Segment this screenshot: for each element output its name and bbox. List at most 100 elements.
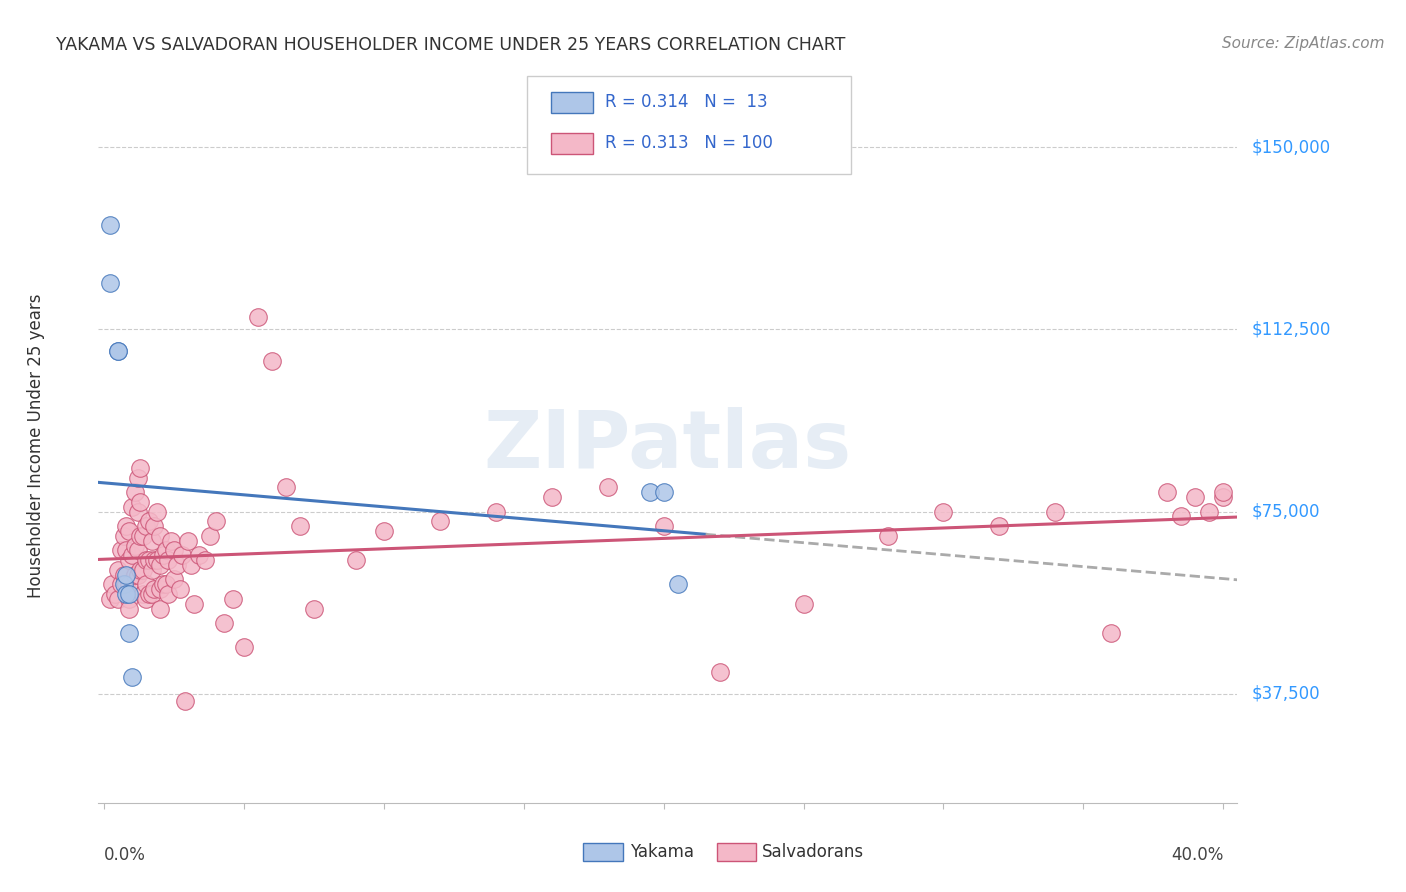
Point [129,563,152,577]
Point [160,533,183,548]
Point [1198,504,1220,518]
Point [200,529,222,543]
Point [107,344,129,359]
Point [1212,490,1234,504]
Point [101,577,124,591]
Point [157,553,180,567]
Point [118,591,141,606]
Point [107,344,129,359]
Text: YAKAMA VS SALVADORAN HOUSEHOLDER INCOME UNDER 25 YEARS CORRELATION CHART: YAKAMA VS SALVADORAN HOUSEHOLDER INCOME … [56,36,845,54]
Point [107,563,129,577]
Point [1099,626,1122,640]
Point [666,577,689,591]
Point [135,519,157,533]
Point [709,665,731,679]
Point [143,553,166,567]
Text: 0.0%: 0.0% [104,846,146,863]
Point [214,616,236,631]
Point [115,587,138,601]
Point [141,587,163,601]
Point [115,567,138,582]
Point [149,529,172,543]
Point [98,218,121,232]
Point [124,567,146,582]
Point [172,548,194,562]
Point [110,577,132,591]
Point [152,548,174,562]
Point [274,480,297,494]
Point [793,597,815,611]
Point [104,587,127,601]
Point [180,558,202,572]
Text: R = 0.313   N = 100: R = 0.313 N = 100 [605,134,772,152]
Point [163,573,186,587]
Point [429,514,451,528]
Point [194,553,217,567]
Point [373,524,395,538]
Point [302,601,325,615]
Text: R = 0.314   N =  13: R = 0.314 N = 13 [605,93,768,111]
Point [344,553,367,567]
Point [155,543,177,558]
Point [129,495,152,509]
Point [155,577,177,591]
Point [121,500,143,514]
Point [127,470,149,484]
Text: Yakama: Yakama [630,843,695,861]
Point [988,519,1011,533]
Point [222,591,245,606]
Point [143,519,166,533]
Point [149,582,172,597]
Point [1170,509,1192,524]
Point [146,553,169,567]
Point [1212,485,1234,500]
Text: $112,500: $112,500 [1251,320,1330,338]
Text: Householder Income Under 25 years: Householder Income Under 25 years [27,293,45,599]
Point [132,529,155,543]
Point [232,640,254,655]
Point [118,601,141,615]
Text: $37,500: $37,500 [1251,684,1320,703]
Point [143,582,166,597]
Text: Salvadorans: Salvadorans [762,843,865,861]
Point [1045,504,1067,518]
Point [138,587,160,601]
Point [188,548,211,562]
Point [115,519,138,533]
Point [288,519,311,533]
Point [127,504,149,518]
Point [152,577,174,591]
Text: $150,000: $150,000 [1251,138,1330,156]
Point [596,480,619,494]
Point [157,587,180,601]
Point [135,577,157,591]
Point [112,577,135,591]
Point [141,563,163,577]
Point [118,524,141,538]
Point [166,558,188,572]
Text: 40.0%: 40.0% [1171,846,1223,863]
Point [121,548,143,562]
Point [183,597,205,611]
Point [135,591,157,606]
Point [169,582,191,597]
Point [98,591,121,606]
Text: Source: ZipAtlas.com: Source: ZipAtlas.com [1222,36,1385,51]
Point [246,310,269,325]
Point [112,529,135,543]
Point [141,533,163,548]
Point [118,626,141,640]
Point [540,490,562,504]
Point [132,587,155,601]
Point [112,567,135,582]
Point [107,591,129,606]
Point [115,577,138,591]
Point [138,553,160,567]
Point [485,504,508,518]
Point [115,543,138,558]
Point [1156,485,1178,500]
Point [118,553,141,567]
Point [135,553,157,567]
Point [129,460,152,475]
Point [149,558,172,572]
